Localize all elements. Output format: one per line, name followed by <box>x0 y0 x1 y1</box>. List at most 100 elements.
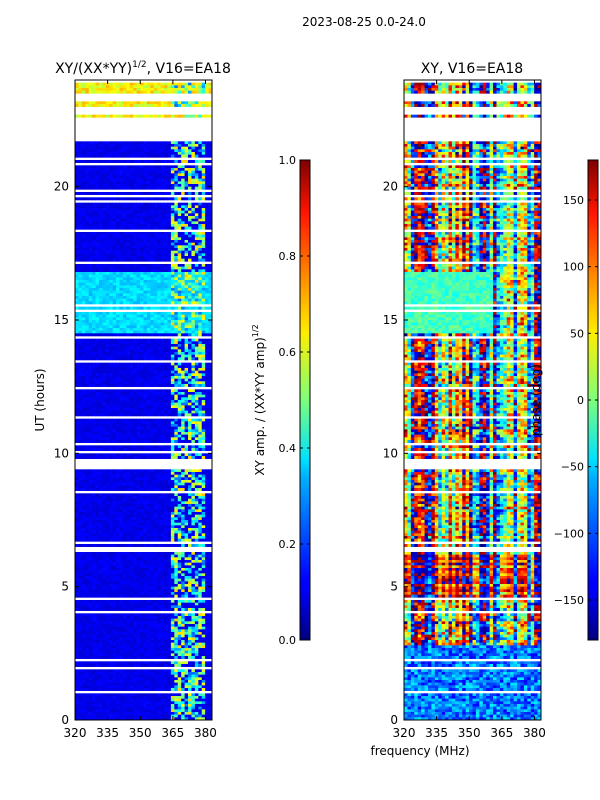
heatmap-cell <box>181 402 185 406</box>
heatmap-cell <box>88 352 93 355</box>
heatmap-cell <box>95 90 100 94</box>
heatmap-cell <box>184 429 189 433</box>
heatmap-cell <box>116 480 120 483</box>
heatmap-cell <box>146 152 151 155</box>
heatmap-cell <box>119 322 124 326</box>
heatmap-cell <box>188 250 192 254</box>
heatmap-cell <box>75 357 79 361</box>
heatmap-cell <box>81 482 86 486</box>
heatmap-cell <box>205 82 209 86</box>
heatmap-cell <box>119 218 124 222</box>
heatmap-cell <box>102 504 107 507</box>
heatmap-cell <box>164 210 168 214</box>
heatmap-cell <box>191 504 196 507</box>
heatmap-cell <box>191 424 196 427</box>
heatmap-cell <box>119 344 124 347</box>
heatmap-cell <box>126 397 131 401</box>
heatmap-cell <box>188 285 192 289</box>
heatmap-cell <box>170 288 175 291</box>
heatmap-cell <box>116 221 120 225</box>
heatmap-cell <box>112 312 117 315</box>
heatmap-cell <box>177 488 182 491</box>
heatmap-cell <box>98 152 103 155</box>
heatmap-cell <box>177 205 182 209</box>
heatmap-cell <box>208 344 213 347</box>
heatmap-cell <box>133 410 138 414</box>
heatmap-cell <box>140 285 144 289</box>
heatmap-cell <box>105 240 110 243</box>
heatmap-cell <box>153 341 158 345</box>
heatmap-cell <box>160 170 165 174</box>
heatmap-cell <box>191 448 196 451</box>
heatmap-cell <box>150 338 155 342</box>
heatmap-cell <box>188 90 192 94</box>
heatmap-cell <box>146 114 151 118</box>
heatmap-cell <box>109 432 114 435</box>
heatmap-cell <box>174 357 179 361</box>
heatmap-cell <box>191 282 196 286</box>
heatmap-cell <box>170 301 175 305</box>
heatmap-cell <box>205 277 209 281</box>
heatmap-cell <box>140 301 144 305</box>
heatmap-cell <box>105 504 110 507</box>
heatmap-cell <box>102 482 107 486</box>
heatmap-cell <box>126 330 131 334</box>
heatmap-cell <box>198 154 203 158</box>
heatmap-cell <box>143 480 148 483</box>
heatmap-cell <box>133 274 138 278</box>
heatmap-cell <box>157 448 162 451</box>
heatmap-cell <box>164 378 168 382</box>
heatmap-cell <box>208 152 213 155</box>
heatmap-cell <box>126 184 131 187</box>
heatmap-cell <box>92 82 96 86</box>
heatmap-cell <box>122 104 127 107</box>
heatmap-cell <box>105 248 110 251</box>
heatmap-cell <box>205 208 209 211</box>
heatmap-cell <box>170 394 175 398</box>
heatmap-cell <box>102 456 107 459</box>
heatmap-cell <box>191 216 196 219</box>
heatmap-cell <box>109 88 114 91</box>
heatmap-cell <box>112 178 117 182</box>
heatmap-cell <box>191 376 196 379</box>
heatmap-cell <box>109 341 114 345</box>
heatmap-cell <box>177 301 182 305</box>
heatmap-cell <box>95 472 100 475</box>
heatmap-cell <box>184 88 189 91</box>
heatmap-cell <box>95 394 100 398</box>
heatmap-cell <box>177 269 182 273</box>
heatmap-cell <box>98 448 103 451</box>
heatmap-cell <box>105 186 110 190</box>
heatmap-cell <box>140 234 144 238</box>
heatmap-cell <box>177 434 182 438</box>
heatmap-cell <box>146 149 151 153</box>
heatmap-cell <box>150 176 155 179</box>
heatmap-cell <box>78 280 83 283</box>
heatmap-cell <box>201 405 206 409</box>
heatmap-cell <box>129 429 134 433</box>
heatmap-cell <box>205 293 209 297</box>
heatmap-cell <box>88 197 93 201</box>
heatmap-cell <box>198 213 203 217</box>
heatmap-cell <box>146 354 151 358</box>
heatmap-cell <box>198 168 203 171</box>
heatmap-cell <box>174 149 179 153</box>
heatmap-cell <box>164 498 168 502</box>
heatmap-cell <box>136 421 141 425</box>
heatmap-cell <box>95 469 100 473</box>
heatmap-cell <box>167 424 172 427</box>
heatmap-cell <box>198 221 203 225</box>
heatmap-cell <box>143 320 148 323</box>
heatmap-cell <box>177 88 182 91</box>
heatmap-cell <box>167 488 172 491</box>
heatmap-cell <box>102 192 107 195</box>
heatmap-cell <box>78 213 83 217</box>
heatmap-cell <box>133 253 138 257</box>
heatmap-cell <box>167 429 172 433</box>
heatmap-cell <box>143 306 148 310</box>
heatmap-cell <box>157 362 162 366</box>
heatmap-cell <box>112 456 117 459</box>
heatmap-cell <box>136 373 141 377</box>
heatmap-cell <box>75 474 79 478</box>
heatmap-cell <box>95 432 100 435</box>
